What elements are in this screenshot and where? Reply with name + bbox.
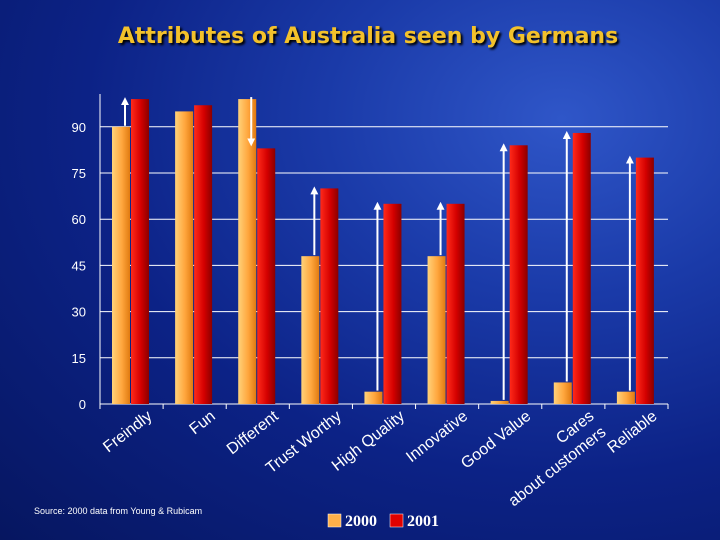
x-tick-label: Fun	[186, 408, 218, 438]
bar-2000	[490, 400, 509, 404]
y-tick-label: 60	[72, 212, 86, 227]
bar-2001	[635, 157, 654, 404]
bar-2000	[364, 391, 383, 404]
change-arrows	[121, 97, 634, 400]
bar-2001	[257, 148, 276, 404]
x-tick-label: Good Value	[458, 408, 534, 473]
bar-2000	[175, 111, 194, 405]
bar-2000	[553, 382, 572, 404]
bar-2000	[301, 256, 320, 404]
legend-label-2000: 2000	[345, 513, 377, 530]
bar-2000	[616, 391, 635, 404]
y-tick-label: 15	[72, 351, 86, 366]
legend-swatch-2000	[327, 513, 342, 528]
source-note: Source: 2000 data from Young & Rubicam	[34, 506, 203, 516]
bar-2001	[131, 99, 149, 404]
legend-label-2001: 2001	[407, 513, 439, 530]
bar-2000	[427, 256, 446, 404]
legend: 2000 2001	[327, 513, 439, 530]
bar-2000	[112, 126, 130, 405]
bar-2001	[572, 132, 591, 404]
x-tick-label: Freindly	[100, 408, 155, 456]
legend-swatch-2001	[389, 513, 404, 528]
y-tick-label: 90	[72, 120, 86, 135]
x-tick-label: Different	[224, 407, 282, 458]
y-tick-labels: 0 15 30 45 60 75 90	[72, 120, 86, 412]
bar-2001	[383, 203, 402, 404]
bar-2001	[446, 203, 465, 404]
x-tick-label: Reliable	[604, 408, 660, 457]
bar-2001	[509, 145, 528, 404]
bars	[112, 99, 654, 405]
bar-2001	[194, 105, 213, 405]
bar-2001	[320, 188, 339, 404]
y-tick-label: 0	[79, 397, 86, 412]
chart-title: Attributes of Australia seen by Germans	[117, 24, 619, 49]
bar-2000	[238, 99, 257, 404]
y-tick-label: 30	[72, 305, 86, 320]
y-tick-label: 45	[72, 258, 86, 273]
y-tick-label: 75	[72, 166, 86, 181]
